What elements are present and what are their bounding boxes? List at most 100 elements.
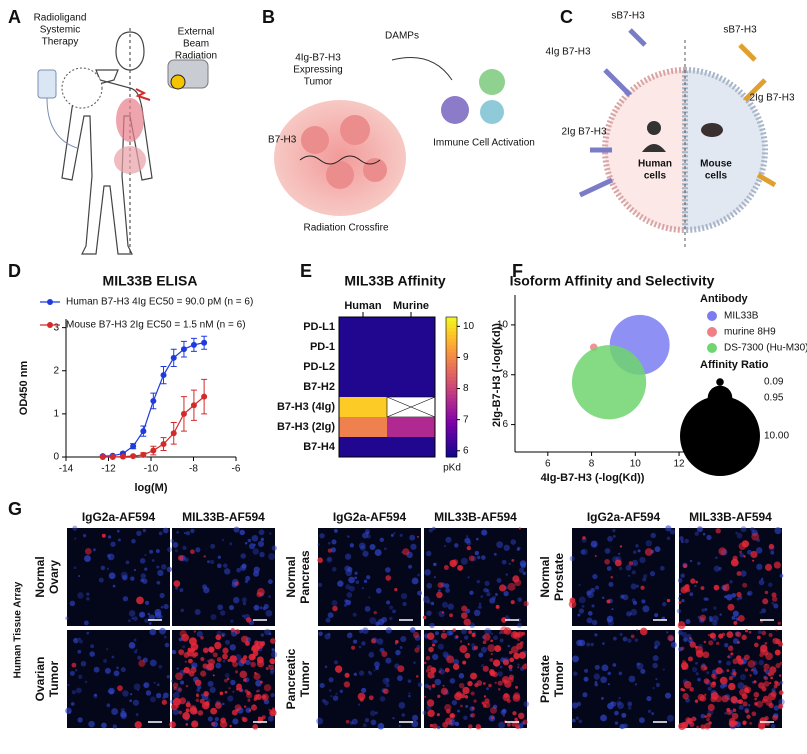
nucleus-stain <box>217 555 221 559</box>
af594-stain <box>761 686 767 692</box>
af594-stain <box>706 717 710 722</box>
af594-stain <box>216 657 222 662</box>
nucleus-stain <box>171 649 177 655</box>
af594-stain <box>185 708 190 713</box>
nucleus-stain <box>447 603 454 610</box>
nucleus-stain <box>182 545 187 550</box>
panel-letter: A <box>8 7 21 27</box>
nucleus-stain <box>612 529 616 533</box>
nucleus-stain <box>133 683 141 691</box>
column-header: IgG2a-AF594 <box>82 510 156 524</box>
af594-stain <box>682 688 686 692</box>
nucleus-stain <box>422 710 427 715</box>
af594-stain <box>779 661 783 665</box>
colorbar-step <box>446 338 457 342</box>
af594-stain <box>728 720 736 728</box>
af594-stain <box>503 679 507 683</box>
nucleus-stain <box>755 547 763 554</box>
nucleus-stain <box>106 648 109 651</box>
nucleus-stain <box>697 677 701 682</box>
af594-stain <box>481 701 485 705</box>
af594-stain <box>463 618 471 626</box>
af594-stain <box>200 635 204 640</box>
af594-stain <box>370 638 377 644</box>
heat-cell <box>339 337 387 357</box>
tick-label: 9 <box>463 352 469 363</box>
af594-stain <box>473 645 479 650</box>
legend-label: DS-7300 (Hu-M30) <box>724 343 807 354</box>
af594-stain <box>449 613 453 618</box>
nucleus-stain <box>480 595 484 598</box>
nucleus-stain <box>614 710 619 716</box>
nucleus-stain <box>649 570 656 577</box>
nucleus-stain <box>332 695 339 701</box>
micrograph <box>422 626 530 730</box>
column-label: Human <box>344 300 382 312</box>
nucleus-stain <box>664 692 672 699</box>
nucleus-stain <box>437 643 444 650</box>
nucleus-stain <box>104 667 111 674</box>
af594-stain <box>694 699 699 703</box>
nucleus-stain <box>364 718 370 723</box>
nucleus-stain <box>713 606 717 610</box>
row-label: Normal <box>33 556 47 597</box>
legend-label: MIL33B <box>724 311 759 322</box>
cell <box>340 115 370 145</box>
nucleus-stain <box>74 638 77 641</box>
micrograph-bg <box>424 528 527 626</box>
nucleus-stain <box>681 540 684 544</box>
nucleus-stain <box>155 549 160 553</box>
nucleus-stain <box>593 673 600 680</box>
nucleus-stain <box>362 550 369 557</box>
nucleus-stain <box>116 666 119 670</box>
af594-stain <box>440 687 449 695</box>
nucleus-stain <box>637 549 641 553</box>
nucleus-stain <box>344 599 348 603</box>
nucleus-stain <box>726 660 731 666</box>
af594-stain <box>681 721 689 729</box>
af594-stain <box>775 629 778 632</box>
micrograph-bg <box>572 528 675 626</box>
af594-stain <box>327 548 332 553</box>
nucleus-stain <box>319 533 325 539</box>
nucleus-stain <box>630 583 637 590</box>
af594-stain <box>428 646 434 653</box>
nucleus-stain <box>379 696 386 702</box>
nucleus-stain <box>98 577 104 583</box>
af594-stain <box>682 660 686 664</box>
nucleus-stain <box>516 622 523 628</box>
af594-stain <box>415 675 419 678</box>
nucleus-stain <box>383 547 387 551</box>
nucleus-stain <box>164 642 170 648</box>
colorbar-step <box>446 404 457 409</box>
nucleus-stain <box>239 529 245 536</box>
nucleus-stain <box>768 582 773 587</box>
af594-stain <box>771 672 774 676</box>
nucleus-stain <box>739 552 745 558</box>
nucleus-stain <box>458 673 465 679</box>
nucleus-stain <box>578 639 586 647</box>
af594-stain <box>194 679 202 686</box>
nucleus-stain <box>466 540 472 546</box>
nucleus-stain <box>590 540 598 548</box>
af594-stain <box>522 664 528 670</box>
af594-stain <box>762 649 769 656</box>
heat-cell <box>387 417 435 437</box>
af594-stain <box>461 605 468 612</box>
micrograph-bg <box>67 528 170 626</box>
af594-stain <box>184 660 187 663</box>
nucleus-stain <box>642 605 650 613</box>
nucleus-stain <box>619 723 625 730</box>
nucleus-stain <box>259 606 263 610</box>
af594-stain <box>755 700 763 708</box>
nucleus-stain <box>389 616 393 621</box>
nucleus-stain <box>625 564 632 571</box>
nucleus-stain <box>433 562 437 567</box>
nucleus-stain <box>319 682 325 689</box>
nucleus-stain <box>247 538 252 543</box>
nucleus-stain <box>157 569 164 577</box>
nucleus-stain <box>128 642 136 649</box>
af594-stain <box>252 650 259 657</box>
nucleus-stain <box>363 579 368 584</box>
nucleus-stain <box>631 559 639 567</box>
